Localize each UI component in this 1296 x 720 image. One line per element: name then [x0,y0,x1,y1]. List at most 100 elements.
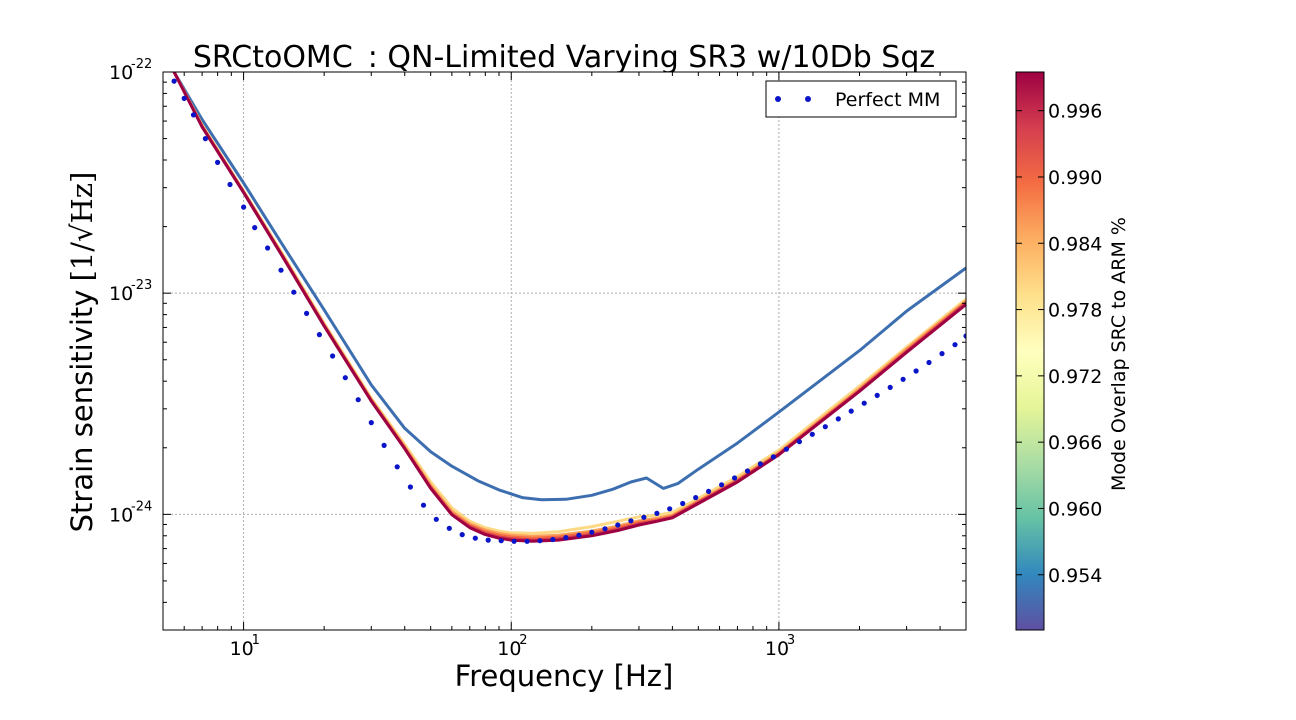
plot-area [163,72,966,630]
marker-point [628,518,634,524]
colorbar-tick-label: 0.996 [1048,101,1102,123]
marker-point [744,468,751,474]
y-tick-exponent: -24 [131,499,152,514]
marker-point [420,502,427,508]
marker-point [355,397,361,403]
legend-box [765,80,957,118]
marker-point [368,420,374,426]
marker-point [446,525,452,531]
colorbar [1015,71,1045,631]
marker-point [265,245,271,251]
y-axis-label-group: Strain sensitivity [1/√Hz] [65,172,99,533]
legend-marker [775,96,781,102]
marker-point [181,95,187,101]
marker-point [783,446,790,452]
colorbar-tick-label: 0.990 [1048,167,1102,189]
chart-title: SRCtoOMC_: QN-Limited Varying SR3 w/10Db… [193,40,935,75]
marker-point [719,482,725,488]
x-tick-label: 10 [765,638,789,660]
marker-point [330,353,336,359]
marker-point [278,267,284,273]
legend-marker [805,96,811,102]
marker-point [900,376,906,382]
marker-point [433,516,439,522]
x-tick-label: 10 [497,638,521,660]
y-tick-label: 10 [109,283,133,305]
marker-point [563,535,569,541]
colorbar-tick-label: 0.984 [1048,233,1102,255]
series-layer [172,72,966,543]
marker-point [550,536,556,543]
x-axis-label: Frequency [Hz] [455,659,674,693]
marker-point [215,159,221,165]
marker-point [887,384,893,390]
colorbar-tick-label: 0.966 [1048,432,1102,454]
marker-point [952,342,958,348]
marker-point [190,112,197,118]
marker-point [498,538,504,544]
marker-point [602,526,608,532]
y-tick-label: 10 [109,62,133,84]
x-tick-exponent: 3 [787,633,795,648]
marker-point [680,500,686,507]
marker-point [291,289,297,295]
marker-point [939,351,945,357]
marker-point [809,431,815,437]
colorbar-ticks: 0.954 0.960 0.966 0.972 0.978 0.984 0.990 0.996 [1016,101,1102,587]
y-tick-exponent: -22 [131,57,152,72]
marker-point [407,484,413,490]
marker-point [202,136,208,142]
marker-point [848,408,854,414]
colorbar-label-group: Mode Overlap SRC to ARM % [1108,217,1130,491]
marker-point [667,506,673,512]
marker-point [706,488,712,494]
marker-layer [171,78,966,544]
marker-point [485,537,491,543]
colorbar-tick-label: 0.954 [1048,565,1102,587]
marker-point [511,538,517,544]
marker-point [304,310,310,316]
marker-point [770,454,777,460]
marker-point [472,535,478,541]
series-line [172,72,966,543]
legend: Perfect MM [765,80,957,118]
marker-point [732,475,738,481]
plot-frame [162,71,967,631]
x-tick-exponent: 2 [519,633,527,648]
marker-point [641,514,647,520]
y-axis-unit: [1/√Hz] [65,172,99,282]
marker-point [835,416,841,422]
y-axis-label: Strain sensitivity [65,290,99,533]
marker-point [171,78,177,84]
marker-point [394,464,400,470]
y-tick-label: 10 [109,504,133,526]
marker-point [796,439,803,445]
series-line [172,72,966,502]
svg-text:Strain sensitivity[1/√Hz]: Strain sensitivity [1/√Hz] [65,172,99,533]
colorbar-label: Mode Overlap SRC to ARM % [1108,217,1130,491]
x-tick-label: 10 [230,638,254,660]
marker-point [874,392,880,398]
legend-label: Perfect MM [835,89,940,111]
marker-point [926,359,932,366]
marker-point [589,529,595,535]
marker-point [615,522,621,528]
marker-point [963,333,966,339]
marker-point [576,532,582,538]
colorbar-tick-label: 0.972 [1048,366,1102,388]
marker-point [316,332,322,338]
marker-point [757,461,764,467]
x-tick-exponent: 1 [252,633,260,648]
colorbar-tick-label: 0.960 [1048,498,1102,520]
marker-point [822,424,828,430]
marker-point [524,538,530,544]
marker-point [654,510,660,516]
colorbar-tick-label: 0.978 [1048,300,1102,322]
marker-point [381,442,387,448]
marker-point [342,375,348,381]
marker-point [252,225,258,231]
y-tick-exponent: -23 [131,278,152,293]
marker-point [861,400,867,406]
